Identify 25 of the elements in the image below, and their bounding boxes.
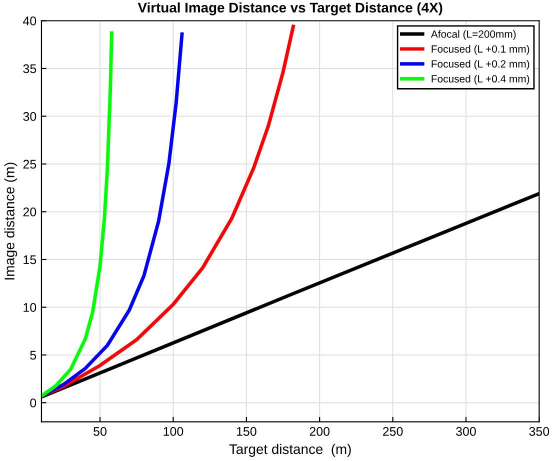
legend-label: Focused (L +0.1 mm) — [432, 45, 530, 55]
legend-label: Focused (L +0.4 mm) — [432, 74, 530, 85]
x-axis-title: Target distance (m) — [229, 444, 351, 457]
y-tick-label: 30 — [23, 112, 36, 121]
y-tick-label: 5 — [30, 350, 36, 360]
y-tick-label: 25 — [23, 160, 36, 169]
x-tick-label: 350 — [529, 427, 550, 436]
y-tick-label: 35 — [23, 64, 36, 74]
y-axis-title: Image distance (m) — [4, 162, 18, 280]
y-tick-label: 40 — [23, 16, 36, 26]
line-series — [41, 32, 184, 398]
y-tick-label: 0 — [30, 398, 36, 408]
legend-label: Afocal (L=200mm) — [430, 30, 516, 40]
legend-label: Focused (L +0.2 mm) — [432, 60, 530, 70]
y-tick-label: 15 — [24, 255, 36, 264]
x-tick-label: 150 — [236, 427, 256, 436]
y-tick-label: 10 — [24, 303, 36, 312]
x-tick-label: 200 — [310, 427, 330, 436]
y-tick-label: 20 — [23, 208, 36, 216]
x-tick-label: 300 — [456, 427, 476, 436]
chart-title: Virtual Image Distance vs Target Distance (4X) — [138, 2, 442, 16]
x-tick-label: 100 — [164, 427, 184, 436]
line-series — [41, 31, 114, 398]
x-tick-label: 50 — [94, 427, 106, 436]
x-tick-label: 250 — [382, 427, 403, 436]
